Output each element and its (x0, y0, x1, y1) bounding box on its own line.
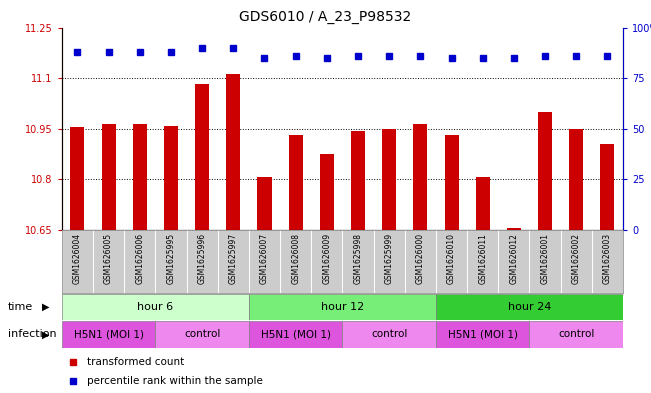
Text: GSM1626009: GSM1626009 (322, 233, 331, 284)
Text: hour 12: hour 12 (321, 302, 364, 312)
Text: GSM1625995: GSM1625995 (167, 233, 176, 284)
Text: H5N1 (MOI 1): H5N1 (MOI 1) (74, 329, 144, 340)
Text: GSM1625999: GSM1625999 (385, 233, 394, 284)
Text: control: control (371, 329, 408, 340)
Bar (164, 126, 178, 230)
Bar (351, 131, 365, 230)
Bar (70, 127, 85, 230)
Text: hour 6: hour 6 (137, 302, 173, 312)
Text: percentile rank within the sample: percentile rank within the sample (87, 376, 263, 386)
Text: ▶: ▶ (42, 302, 49, 312)
Text: GSM1626011: GSM1626011 (478, 233, 487, 284)
Text: GSM1626004: GSM1626004 (73, 233, 82, 284)
Bar (62, 321, 156, 348)
Text: GSM1626001: GSM1626001 (540, 233, 549, 284)
Bar (342, 321, 436, 348)
Bar (102, 124, 116, 230)
Bar (156, 321, 249, 348)
Text: GSM1626003: GSM1626003 (603, 233, 612, 284)
Text: GSM1626008: GSM1626008 (291, 233, 300, 284)
Bar (413, 124, 427, 230)
Text: GSM1626007: GSM1626007 (260, 233, 269, 284)
Bar (133, 124, 146, 230)
Bar (249, 321, 342, 348)
Bar (258, 176, 271, 230)
Bar (445, 136, 458, 230)
Text: infection: infection (8, 329, 57, 340)
Bar (476, 176, 490, 230)
Bar (249, 294, 436, 320)
Bar (382, 129, 396, 230)
Text: GSM1626012: GSM1626012 (509, 233, 518, 284)
Text: H5N1 (MOI 1): H5N1 (MOI 1) (260, 329, 331, 340)
Bar (436, 294, 623, 320)
Text: GSM1625996: GSM1625996 (198, 233, 206, 284)
Bar (320, 154, 334, 230)
Text: GSM1626010: GSM1626010 (447, 233, 456, 284)
Text: control: control (558, 329, 594, 340)
Text: GSM1626002: GSM1626002 (572, 233, 581, 284)
Text: control: control (184, 329, 220, 340)
Text: GSM1626006: GSM1626006 (135, 233, 145, 284)
Bar (507, 228, 521, 230)
Bar (288, 136, 303, 230)
Text: GDS6010 / A_23_P98532: GDS6010 / A_23_P98532 (240, 10, 411, 24)
Bar (538, 112, 552, 230)
Bar (195, 84, 209, 230)
Bar (227, 74, 240, 230)
Text: ▶: ▶ (42, 329, 49, 340)
Text: hour 24: hour 24 (508, 302, 551, 312)
Text: GSM1625998: GSM1625998 (353, 233, 363, 284)
Bar (569, 129, 583, 230)
Text: GSM1626005: GSM1626005 (104, 233, 113, 284)
Bar (529, 321, 623, 348)
Text: time: time (8, 302, 33, 312)
Bar (436, 321, 529, 348)
Text: GSM1625997: GSM1625997 (229, 233, 238, 284)
Bar (600, 144, 615, 230)
Text: transformed count: transformed count (87, 357, 184, 367)
Text: GSM1626000: GSM1626000 (416, 233, 425, 284)
Bar (62, 294, 249, 320)
Text: H5N1 (MOI 1): H5N1 (MOI 1) (448, 329, 518, 340)
